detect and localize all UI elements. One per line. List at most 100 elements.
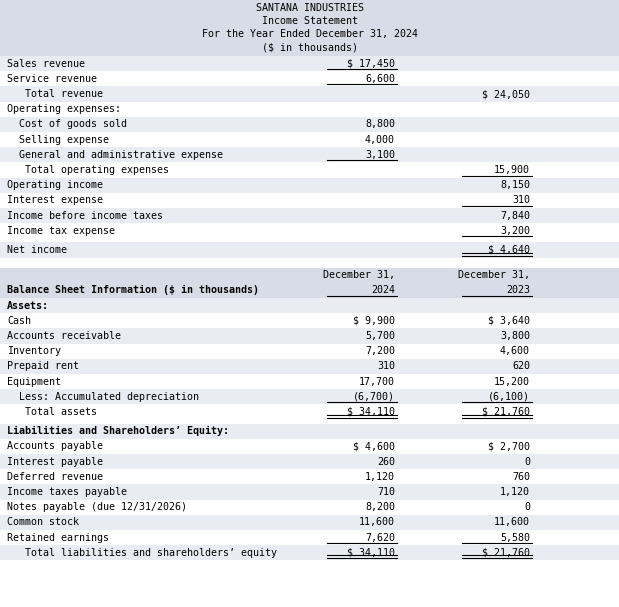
Bar [0,208,619,223]
Text: 310: 310 [512,195,530,205]
Text: 3,100: 3,100 [365,150,395,160]
Text: Assets:: Assets: [7,300,49,311]
Text: Inventory: Inventory [7,346,61,356]
Text: 7,620: 7,620 [365,532,395,543]
Text: 710: 710 [377,487,395,497]
Bar [0,86,619,101]
Bar [0,469,619,484]
Bar [0,424,619,439]
Bar [0,515,619,530]
Text: Income Statement: Income Statement [261,16,358,26]
Text: 8,200: 8,200 [365,502,395,512]
Text: 7,200: 7,200 [365,346,395,356]
Text: 6,600: 6,600 [365,74,395,84]
Text: Cash: Cash [7,316,31,326]
Text: $ 21,760: $ 21,760 [482,548,530,558]
Text: (6,700): (6,700) [353,392,395,402]
Bar [0,163,619,178]
Text: Common stock: Common stock [7,517,79,527]
Text: 7,840: 7,840 [500,211,530,220]
Text: Operating expenses:: Operating expenses: [7,104,121,114]
Bar [0,454,619,469]
Bar [0,71,619,86]
Bar [0,257,619,268]
Text: 5,580: 5,580 [500,532,530,543]
Text: Interest payable: Interest payable [7,456,103,467]
Text: $ 4,600: $ 4,600 [353,441,395,452]
Text: 1,120: 1,120 [365,472,395,482]
Text: Less: Accumulated depreciation: Less: Accumulated depreciation [7,392,199,402]
Text: Balance Sheet Information ($ in thousands): Balance Sheet Information ($ in thousand… [7,285,259,296]
Text: $ 24,050: $ 24,050 [482,89,530,99]
Text: $ 3,640: $ 3,640 [488,316,530,326]
Bar [0,404,619,419]
Text: Prepaid rent: Prepaid rent [7,361,79,371]
Text: $ 34,110: $ 34,110 [347,407,395,417]
Text: 8,800: 8,800 [365,120,395,129]
Text: Equipment: Equipment [7,376,61,387]
Text: Accounts payable: Accounts payable [7,441,103,452]
Text: 0: 0 [524,456,530,467]
Bar [0,298,619,313]
Bar [0,0,619,56]
Text: December 31,: December 31, [458,270,530,280]
Text: Notes payable (due 12/31/2026): Notes payable (due 12/31/2026) [7,502,187,512]
Text: Liabilities and Shareholders’ Equity:: Liabilities and Shareholders’ Equity: [7,426,229,436]
Text: Total revenue: Total revenue [7,89,103,99]
Text: December 31,: December 31, [323,270,395,280]
Text: Net income: Net income [7,245,67,255]
Text: For the Year Ended December 31, 2024: For the Year Ended December 31, 2024 [202,29,417,39]
Bar [0,328,619,344]
Text: 0: 0 [524,502,530,512]
Text: Selling expense: Selling expense [7,135,109,144]
Text: 260: 260 [377,456,395,467]
Bar [0,242,619,257]
Text: Income tax expense: Income tax expense [7,226,115,236]
Bar [0,101,619,117]
Text: 760: 760 [512,472,530,482]
Text: Total assets: Total assets [7,407,97,417]
Bar [0,484,619,500]
Bar [0,374,619,389]
Text: 15,200: 15,200 [494,376,530,387]
Text: Service revenue: Service revenue [7,74,97,84]
Text: 4,000: 4,000 [365,135,395,144]
Text: ($ in thousands): ($ in thousands) [261,42,358,52]
Bar [0,359,619,374]
Text: Income taxes payable: Income taxes payable [7,487,127,497]
Bar [0,148,619,163]
Bar [0,56,619,71]
Text: Interest expense: Interest expense [7,195,103,205]
Text: $ 4,640: $ 4,640 [488,245,530,255]
Bar [0,268,619,298]
Text: $ 2,700: $ 2,700 [488,441,530,452]
Bar [0,193,619,208]
Text: SANTANA INDUSTRIES: SANTANA INDUSTRIES [256,3,363,13]
Text: Total operating expenses: Total operating expenses [7,165,169,175]
Bar [0,439,619,454]
Text: 2023: 2023 [506,285,530,296]
Text: Income before income taxes: Income before income taxes [7,211,163,220]
Bar [0,500,619,515]
Text: Deferred revenue: Deferred revenue [7,472,103,482]
Text: 3,200: 3,200 [500,226,530,236]
Text: Cost of goods sold: Cost of goods sold [7,120,127,129]
Text: 11,600: 11,600 [494,517,530,527]
Text: 15,900: 15,900 [494,165,530,175]
Text: 310: 310 [377,361,395,371]
Bar [0,419,619,424]
Bar [0,313,619,328]
Bar [0,344,619,359]
Bar [0,560,619,607]
Bar [0,117,619,132]
Text: 3,800: 3,800 [500,331,530,341]
Bar [0,223,619,239]
Text: Sales revenue: Sales revenue [7,59,85,69]
Bar [0,545,619,560]
Bar [0,178,619,193]
Text: General and administrative expense: General and administrative expense [7,150,223,160]
Text: (6,100): (6,100) [488,392,530,402]
Text: 8,150: 8,150 [500,180,530,190]
Text: 620: 620 [512,361,530,371]
Text: Operating income: Operating income [7,180,103,190]
